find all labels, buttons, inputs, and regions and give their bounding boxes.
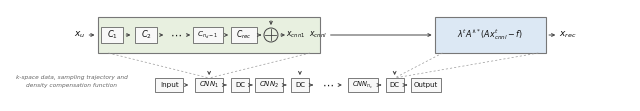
FancyBboxPatch shape bbox=[411, 78, 440, 92]
Text: $C_{rec}$: $C_{rec}$ bbox=[236, 29, 252, 41]
Text: $CNN_2$: $CNN_2$ bbox=[259, 80, 279, 90]
Text: Input: Input bbox=[160, 82, 179, 88]
FancyBboxPatch shape bbox=[99, 17, 320, 53]
FancyBboxPatch shape bbox=[255, 78, 283, 92]
FancyBboxPatch shape bbox=[348, 78, 378, 92]
FancyBboxPatch shape bbox=[231, 78, 249, 92]
Text: $CNN_{n_c}$: $CNN_{n_c}$ bbox=[352, 79, 373, 90]
Text: k-space data, sampling trajectory and: k-space data, sampling trajectory and bbox=[15, 75, 127, 80]
Text: $\cdots$: $\cdots$ bbox=[170, 30, 182, 40]
Text: $x_{cnnl}$: $x_{cnnl}$ bbox=[309, 30, 327, 40]
Text: $C_1$: $C_1$ bbox=[107, 29, 118, 41]
FancyBboxPatch shape bbox=[135, 27, 157, 43]
Text: $CNN_1$: $CNN_1$ bbox=[199, 80, 219, 90]
FancyBboxPatch shape bbox=[435, 17, 547, 53]
FancyBboxPatch shape bbox=[156, 78, 183, 92]
Text: $x_{cnn1}$: $x_{cnn1}$ bbox=[286, 30, 305, 40]
FancyBboxPatch shape bbox=[193, 27, 223, 43]
FancyBboxPatch shape bbox=[231, 27, 257, 43]
Text: $\lambda^t A^{\wedge*}(Ax_{cnnl}^t - f)$: $\lambda^t A^{\wedge*}(Ax_{cnnl}^t - f)$ bbox=[458, 28, 524, 42]
Text: DC: DC bbox=[235, 82, 245, 88]
Text: $x_u$: $x_u$ bbox=[74, 30, 85, 40]
FancyBboxPatch shape bbox=[195, 78, 223, 92]
Text: density compensation function: density compensation function bbox=[26, 83, 117, 88]
Text: Output: Output bbox=[413, 82, 438, 88]
FancyBboxPatch shape bbox=[291, 78, 309, 92]
Text: $x_{rec}$: $x_{rec}$ bbox=[559, 30, 577, 40]
Text: $C_2$: $C_2$ bbox=[141, 29, 152, 41]
Text: $C_{n_d-1}$: $C_{n_d-1}$ bbox=[197, 30, 219, 41]
Text: DC: DC bbox=[295, 82, 305, 88]
Text: $\cdots$: $\cdots$ bbox=[322, 80, 333, 90]
Text: DC: DC bbox=[390, 82, 399, 88]
FancyBboxPatch shape bbox=[386, 78, 404, 92]
FancyBboxPatch shape bbox=[101, 27, 124, 43]
